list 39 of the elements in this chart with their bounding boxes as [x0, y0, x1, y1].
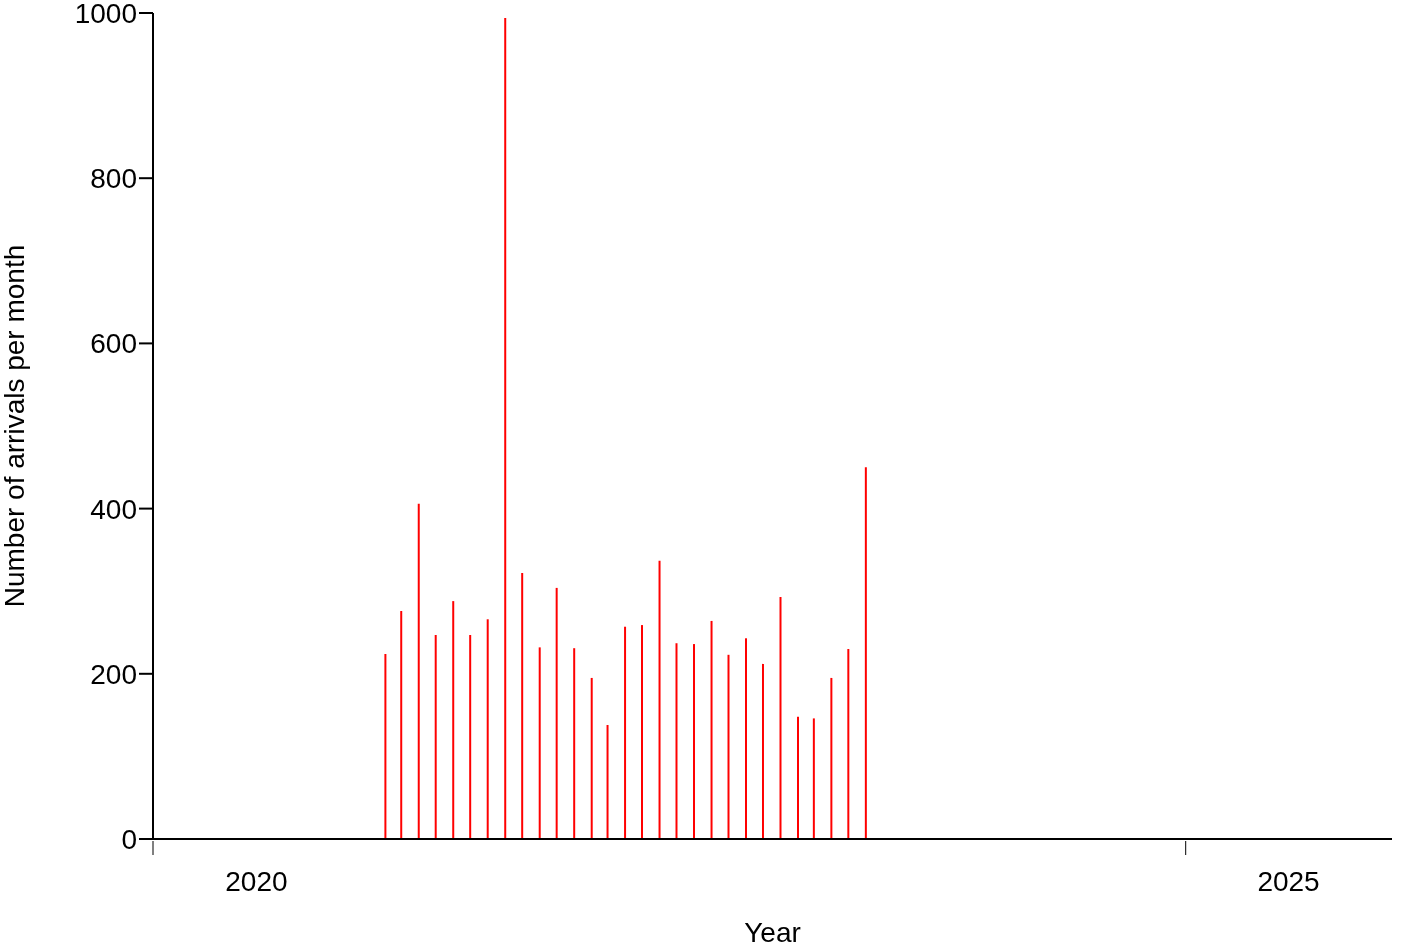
bar — [521, 573, 524, 839]
y-axis-title: Number of arrivals per month — [0, 244, 30, 608]
bar — [761, 663, 764, 839]
bar — [555, 587, 558, 839]
bar — [745, 638, 748, 839]
bar — [779, 596, 782, 839]
bar — [434, 634, 437, 839]
bar — [727, 654, 730, 839]
bar — [658, 560, 661, 839]
x-tick-label: 2025 — [1257, 866, 1320, 897]
y-tick-label: 0 — [121, 823, 137, 855]
bar — [641, 625, 644, 839]
bar — [504, 17, 507, 839]
bar — [606, 725, 609, 839]
y-tick-label: 600 — [90, 328, 137, 360]
y-tick-label: 1000 — [74, 0, 137, 29]
bar — [452, 601, 455, 839]
bar — [573, 648, 576, 839]
y-tick-label: 200 — [90, 658, 137, 690]
bar — [486, 619, 489, 839]
bar — [710, 620, 713, 839]
bar — [400, 611, 403, 839]
bar — [469, 634, 472, 839]
bar — [864, 467, 867, 839]
bar — [624, 626, 627, 839]
bar — [693, 644, 696, 839]
y-tick-label: 400 — [90, 493, 137, 525]
bar — [830, 677, 833, 839]
bar — [538, 647, 541, 839]
bar — [675, 643, 678, 839]
bar — [417, 503, 420, 839]
bar — [797, 716, 800, 839]
bar — [812, 718, 815, 839]
y-tick-label: 800 — [90, 163, 137, 195]
bar — [590, 677, 593, 839]
x-tick-label: 2020 — [225, 866, 288, 897]
bar — [384, 653, 387, 839]
bar — [847, 649, 850, 839]
x-axis-title: Year — [744, 917, 801, 942]
